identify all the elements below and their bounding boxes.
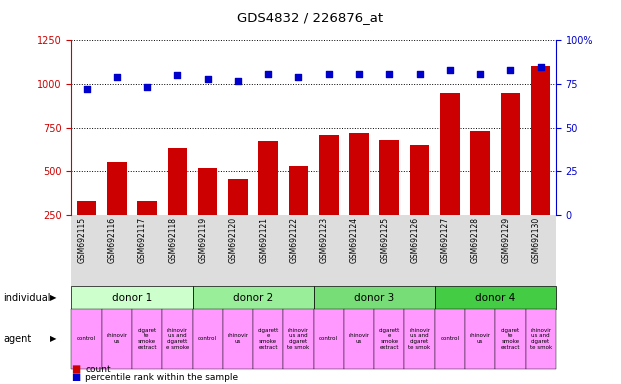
Text: rhinovir
us: rhinovir us <box>227 333 248 344</box>
Bar <box>379 140 399 215</box>
Text: GSM692128: GSM692128 <box>471 217 480 263</box>
Text: GSM692124: GSM692124 <box>350 217 359 263</box>
Text: control: control <box>198 336 217 341</box>
Text: ■: ■ <box>71 372 81 382</box>
Text: rhinovir
us and
cigaret
te smok: rhinovir us and cigaret te smok <box>530 328 552 350</box>
Bar <box>168 148 187 215</box>
Point <box>263 70 273 76</box>
Text: rhinovir
us: rhinovir us <box>106 333 127 344</box>
Point <box>536 63 546 70</box>
Point <box>142 84 152 91</box>
Text: rhinovir
us and
cigaret
te smok: rhinovir us and cigaret te smok <box>288 328 310 350</box>
Text: cigarett
e
smoke
extract: cigarett e smoke extract <box>379 328 400 350</box>
Bar <box>501 93 520 215</box>
Point <box>112 74 122 80</box>
Text: GSM692129: GSM692129 <box>501 217 510 263</box>
Text: ▶: ▶ <box>50 334 56 343</box>
Bar <box>470 131 490 215</box>
Bar <box>228 179 248 215</box>
Bar <box>319 135 338 215</box>
Text: GSM692121: GSM692121 <box>259 217 268 263</box>
Point <box>354 70 364 76</box>
Text: donor 2: donor 2 <box>233 293 273 303</box>
Text: GDS4832 / 226876_at: GDS4832 / 226876_at <box>237 11 384 24</box>
Bar <box>289 166 308 215</box>
Text: rhinovir
us and
cigaret
te smok: rhinovir us and cigaret te smok <box>409 328 431 350</box>
Text: GSM692118: GSM692118 <box>168 217 178 263</box>
Text: GSM692120: GSM692120 <box>229 217 238 263</box>
Text: GSM692119: GSM692119 <box>199 217 207 263</box>
Bar <box>137 201 157 215</box>
Text: GSM692127: GSM692127 <box>441 217 450 263</box>
Text: GSM692115: GSM692115 <box>78 217 86 263</box>
Point <box>384 70 394 76</box>
Text: count: count <box>85 366 111 374</box>
Text: donor 3: donor 3 <box>354 293 394 303</box>
Text: GSM692130: GSM692130 <box>532 217 541 263</box>
Text: percentile rank within the sample: percentile rank within the sample <box>85 373 238 382</box>
Bar <box>440 93 460 215</box>
Text: cigaret
te
smoke
extract: cigaret te smoke extract <box>501 328 520 350</box>
Text: control: control <box>440 336 460 341</box>
Bar <box>349 133 369 215</box>
Text: GSM692116: GSM692116 <box>108 217 117 263</box>
Text: agent: agent <box>3 334 31 344</box>
Text: rhinovir
us: rhinovir us <box>348 333 369 344</box>
Text: GSM692123: GSM692123 <box>320 217 329 263</box>
Text: GSM692126: GSM692126 <box>410 217 420 263</box>
Point <box>202 76 212 82</box>
Point <box>81 86 91 92</box>
Point <box>173 72 183 78</box>
Point <box>233 78 243 84</box>
Bar <box>531 66 550 215</box>
Point <box>505 67 515 73</box>
Bar <box>258 141 278 215</box>
Point <box>324 70 333 76</box>
Text: ■: ■ <box>71 364 81 374</box>
Bar <box>77 201 96 215</box>
Text: rhinovir
us and
cigarett
e smoke: rhinovir us and cigarett e smoke <box>166 328 189 350</box>
Text: GSM692117: GSM692117 <box>138 217 147 263</box>
Bar <box>198 168 217 215</box>
Point <box>294 74 304 80</box>
Text: individual: individual <box>3 293 50 303</box>
Text: control: control <box>319 336 338 341</box>
Text: ▶: ▶ <box>50 293 56 302</box>
Text: control: control <box>77 336 96 341</box>
Text: GSM692125: GSM692125 <box>380 217 389 263</box>
Bar <box>410 145 429 215</box>
Text: GSM692122: GSM692122 <box>289 217 299 263</box>
Point <box>445 67 455 73</box>
Text: donor 1: donor 1 <box>112 293 152 303</box>
Text: cigarett
e
smoke
extract: cigarett e smoke extract <box>258 328 279 350</box>
Point <box>475 70 485 76</box>
Text: rhinovir
us: rhinovir us <box>469 333 491 344</box>
Point <box>415 70 425 76</box>
Text: donor 4: donor 4 <box>475 293 515 303</box>
Text: cigaret
te
smoke
extract: cigaret te smoke extract <box>137 328 157 350</box>
Bar <box>107 162 127 215</box>
